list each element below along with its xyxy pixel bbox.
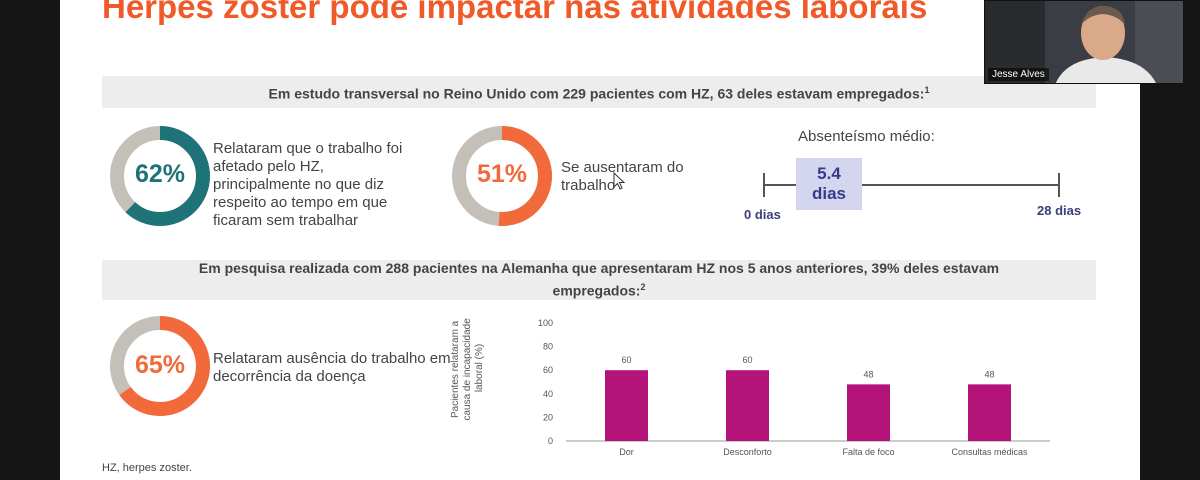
chart-y-axis-label-line-2: causa de incapacidade bbox=[462, 318, 473, 421]
absenteeism-average-unit: dias bbox=[811, 184, 847, 203]
mouse-pointer-icon bbox=[613, 172, 625, 190]
stat-62-value: 62% bbox=[134, 160, 186, 188]
chart-data-label-3: 48 bbox=[863, 369, 873, 379]
chart-y-tick-20: 20 bbox=[543, 412, 553, 422]
absenteeism-scale-start-tick bbox=[763, 173, 765, 197]
footnote: HZ, herpes zoster. bbox=[102, 462, 192, 474]
study-germany-reference: 2 bbox=[640, 282, 646, 293]
chart-y-axis-label-line-3: laboral (%) bbox=[474, 344, 485, 392]
absenteeism-average-value: 5.4 bbox=[817, 164, 841, 183]
chart-x-tick-4: Consultas médicas bbox=[951, 447, 1028, 457]
absenteeism-title: Absenteísmo médio: bbox=[798, 128, 935, 145]
study-uk-reference: 1 bbox=[924, 84, 930, 95]
webcam-video-feed bbox=[985, 1, 1183, 83]
donut-62-percent bbox=[110, 126, 210, 226]
chart-bar-1 bbox=[605, 370, 648, 441]
donut-62-fill bbox=[110, 126, 210, 226]
chart-x-tick-3: Falta de foco bbox=[842, 447, 894, 457]
slide-title: Herpes zóster pode impactar nas atividad… bbox=[102, 0, 928, 25]
study-uk-banner: Em estudo transversal no Reino Unido com… bbox=[102, 76, 1096, 108]
absenteeism-max-label: 28 dias bbox=[1037, 203, 1082, 218]
stat-51-description: Se ausentaram do trabalho bbox=[561, 159, 684, 194]
stat-51-value: 51% bbox=[476, 160, 528, 188]
absenteeism-scale-end-tick bbox=[1058, 173, 1060, 197]
screen-left-margin bbox=[0, 0, 60, 480]
chart-y-tick-80: 80 bbox=[543, 342, 553, 352]
chart-data-label-4: 48 bbox=[984, 369, 994, 379]
donut-51-percent bbox=[452, 126, 552, 226]
study-germany-text: Em pesquisa realizada com 288 pacientes … bbox=[198, 260, 1000, 299]
chart-x-tick-2: Desconforto bbox=[723, 447, 772, 457]
chart-bar-2 bbox=[726, 370, 769, 441]
chart-y-tick-40: 40 bbox=[543, 389, 553, 399]
study-germany-banner: Em pesquisa realizada com 288 pacientes … bbox=[102, 260, 1096, 300]
chart-y-tick-60: 60 bbox=[543, 365, 553, 375]
chart-y-tick-100: 100 bbox=[538, 318, 553, 328]
chart-y-axis-label-line-1: Pacientes relataram a bbox=[450, 320, 461, 418]
chart-data-label-2: 60 bbox=[742, 355, 752, 365]
chart-data-label-1: 60 bbox=[621, 355, 631, 365]
stat-65-value: 65% bbox=[134, 351, 186, 379]
work-incapacity-bar-chart: Pacientes relataram a causa de incapacid… bbox=[450, 315, 1050, 457]
donut-65-percent bbox=[110, 316, 210, 416]
absenteeism-min-label: 0 dias bbox=[744, 207, 781, 222]
chart-bar-3 bbox=[847, 384, 890, 441]
stat-65-description: Relataram ausência do trabalho em decorr… bbox=[213, 350, 451, 385]
donut-51-fill bbox=[452, 126, 552, 226]
chart-x-tick-1: Dor bbox=[619, 447, 634, 457]
donut-65-fill bbox=[110, 316, 210, 416]
absenteeism-scale-line bbox=[763, 184, 1060, 186]
presentation-slide: Herpes zóster pode impactar nas atividad… bbox=[60, 0, 1140, 480]
chart-y-axis-label: Pacientes relataram a causa de incapacid… bbox=[450, 315, 485, 420]
absenteeism-average-box: 5.4 dias bbox=[796, 158, 862, 210]
webcam-video-tile[interactable]: Jesse Alves bbox=[984, 0, 1184, 84]
chart-bar-4 bbox=[968, 384, 1011, 441]
stat-62-description: Relataram que o trabalho foi afetado pel… bbox=[213, 140, 403, 229]
study-uk-text: Em estudo transversal no Reino Unido com… bbox=[268, 85, 925, 102]
chart-y-tick-0: 0 bbox=[548, 436, 553, 446]
participant-name-label: Jesse Alves bbox=[988, 68, 1049, 81]
